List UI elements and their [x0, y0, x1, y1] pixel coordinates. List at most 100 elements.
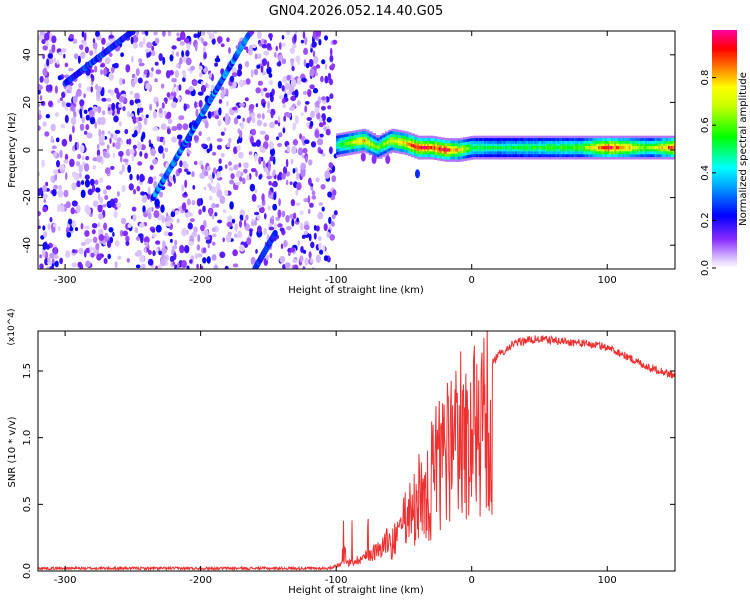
noise-cell — [56, 160, 60, 168]
noise-cell — [53, 254, 59, 259]
noise-cell — [65, 172, 68, 181]
noise-cell — [238, 63, 243, 71]
band-cell — [619, 146, 622, 150]
band-cell — [615, 146, 619, 150]
noise-cell — [200, 81, 204, 86]
noise-cell — [271, 182, 276, 187]
noise-cell — [224, 164, 228, 169]
noise-cell — [86, 238, 93, 243]
noise-cell — [329, 47, 333, 57]
noise-cell — [184, 163, 189, 169]
noise-cell — [161, 247, 168, 255]
noise-cell — [176, 51, 179, 57]
band-cell — [653, 146, 656, 150]
noise-cell — [208, 208, 213, 217]
noise-cell — [309, 258, 314, 264]
noise-cell — [146, 51, 149, 59]
noise-cell — [92, 157, 98, 162]
noise-cell — [114, 240, 120, 247]
noise-cell — [92, 165, 97, 170]
noise-cell — [315, 31, 322, 37]
band-cell — [630, 146, 633, 150]
noise-cell — [70, 104, 75, 112]
spot-cell — [360, 152, 366, 162]
noise-cell — [144, 48, 151, 53]
band-cell — [534, 146, 537, 150]
band-cell — [433, 146, 436, 150]
noise-cell — [244, 97, 249, 102]
noise-cell — [109, 198, 116, 207]
band-cell — [368, 141, 371, 145]
noise-cell — [211, 254, 217, 261]
noise-cell — [200, 37, 205, 44]
noise-cell — [96, 149, 101, 157]
noise-cell — [185, 89, 191, 95]
band-cell — [493, 146, 497, 150]
band-cell — [638, 146, 641, 150]
noise-cell — [113, 62, 119, 69]
band-cell — [355, 140, 358, 144]
noise-cell — [184, 245, 190, 254]
noise-cell — [57, 226, 61, 232]
spectrogram-x-axis: -300 -200 -100 0 100 — [54, 31, 617, 286]
noise-cell — [52, 258, 55, 264]
noise-cell — [202, 257, 207, 264]
band-cell — [612, 146, 615, 150]
noise-cell — [112, 152, 116, 159]
x-tick-label: -100 — [325, 575, 348, 586]
band-cell — [550, 146, 554, 150]
noise-cell — [97, 205, 103, 213]
noise-cell — [255, 249, 258, 254]
noise-cell — [45, 114, 51, 119]
noise-cell — [90, 252, 95, 258]
band-cell — [598, 146, 601, 150]
noise-cell — [120, 139, 124, 145]
noise-cell — [176, 218, 180, 224]
noise-cell — [71, 200, 78, 207]
noise-cell — [99, 196, 104, 205]
noise-cell — [232, 72, 238, 77]
band-cell — [342, 142, 345, 146]
band-cell — [484, 146, 487, 150]
noise-cell — [216, 138, 223, 143]
noise-cell — [140, 263, 146, 269]
noise-cell — [69, 158, 75, 168]
noise-cell — [97, 192, 101, 201]
x-tick-label: -300 — [54, 575, 77, 586]
noise-cell — [145, 82, 151, 91]
x-tick-label: 0 — [469, 575, 475, 586]
noise-cell — [78, 164, 83, 173]
noise-cell — [186, 43, 191, 50]
noise-cell — [38, 210, 41, 217]
noise-cell — [249, 183, 256, 192]
noise-cell — [63, 53, 66, 59]
noise-cell — [139, 107, 144, 112]
noise-cell — [255, 87, 261, 94]
noise-cell — [176, 37, 182, 42]
colorbar-tick-label: 0.4 — [700, 165, 711, 181]
noise-cell — [209, 143, 213, 152]
band-cell — [500, 146, 503, 150]
noise-cell — [318, 202, 323, 206]
noise-cell — [43, 231, 48, 238]
noise-cell — [115, 101, 120, 111]
noise-cell — [181, 184, 185, 192]
noise-cell — [139, 254, 146, 263]
noise-cell — [256, 53, 262, 60]
noise-cell — [329, 93, 334, 100]
noise-cell — [208, 72, 212, 79]
noise-cell — [108, 227, 114, 233]
band-cell — [467, 146, 471, 150]
noise-cell — [43, 193, 47, 200]
noise-cell — [214, 212, 218, 217]
noise-cell — [283, 115, 287, 122]
noise-cell — [171, 136, 177, 143]
noise-cell — [161, 215, 165, 224]
noise-cell — [53, 169, 59, 175]
noise-cell — [217, 119, 222, 127]
noise-cell — [220, 131, 225, 136]
noise-cell — [261, 58, 268, 66]
noise-cell — [321, 59, 326, 65]
noise-cell — [214, 57, 221, 63]
noise-cell — [129, 149, 135, 155]
